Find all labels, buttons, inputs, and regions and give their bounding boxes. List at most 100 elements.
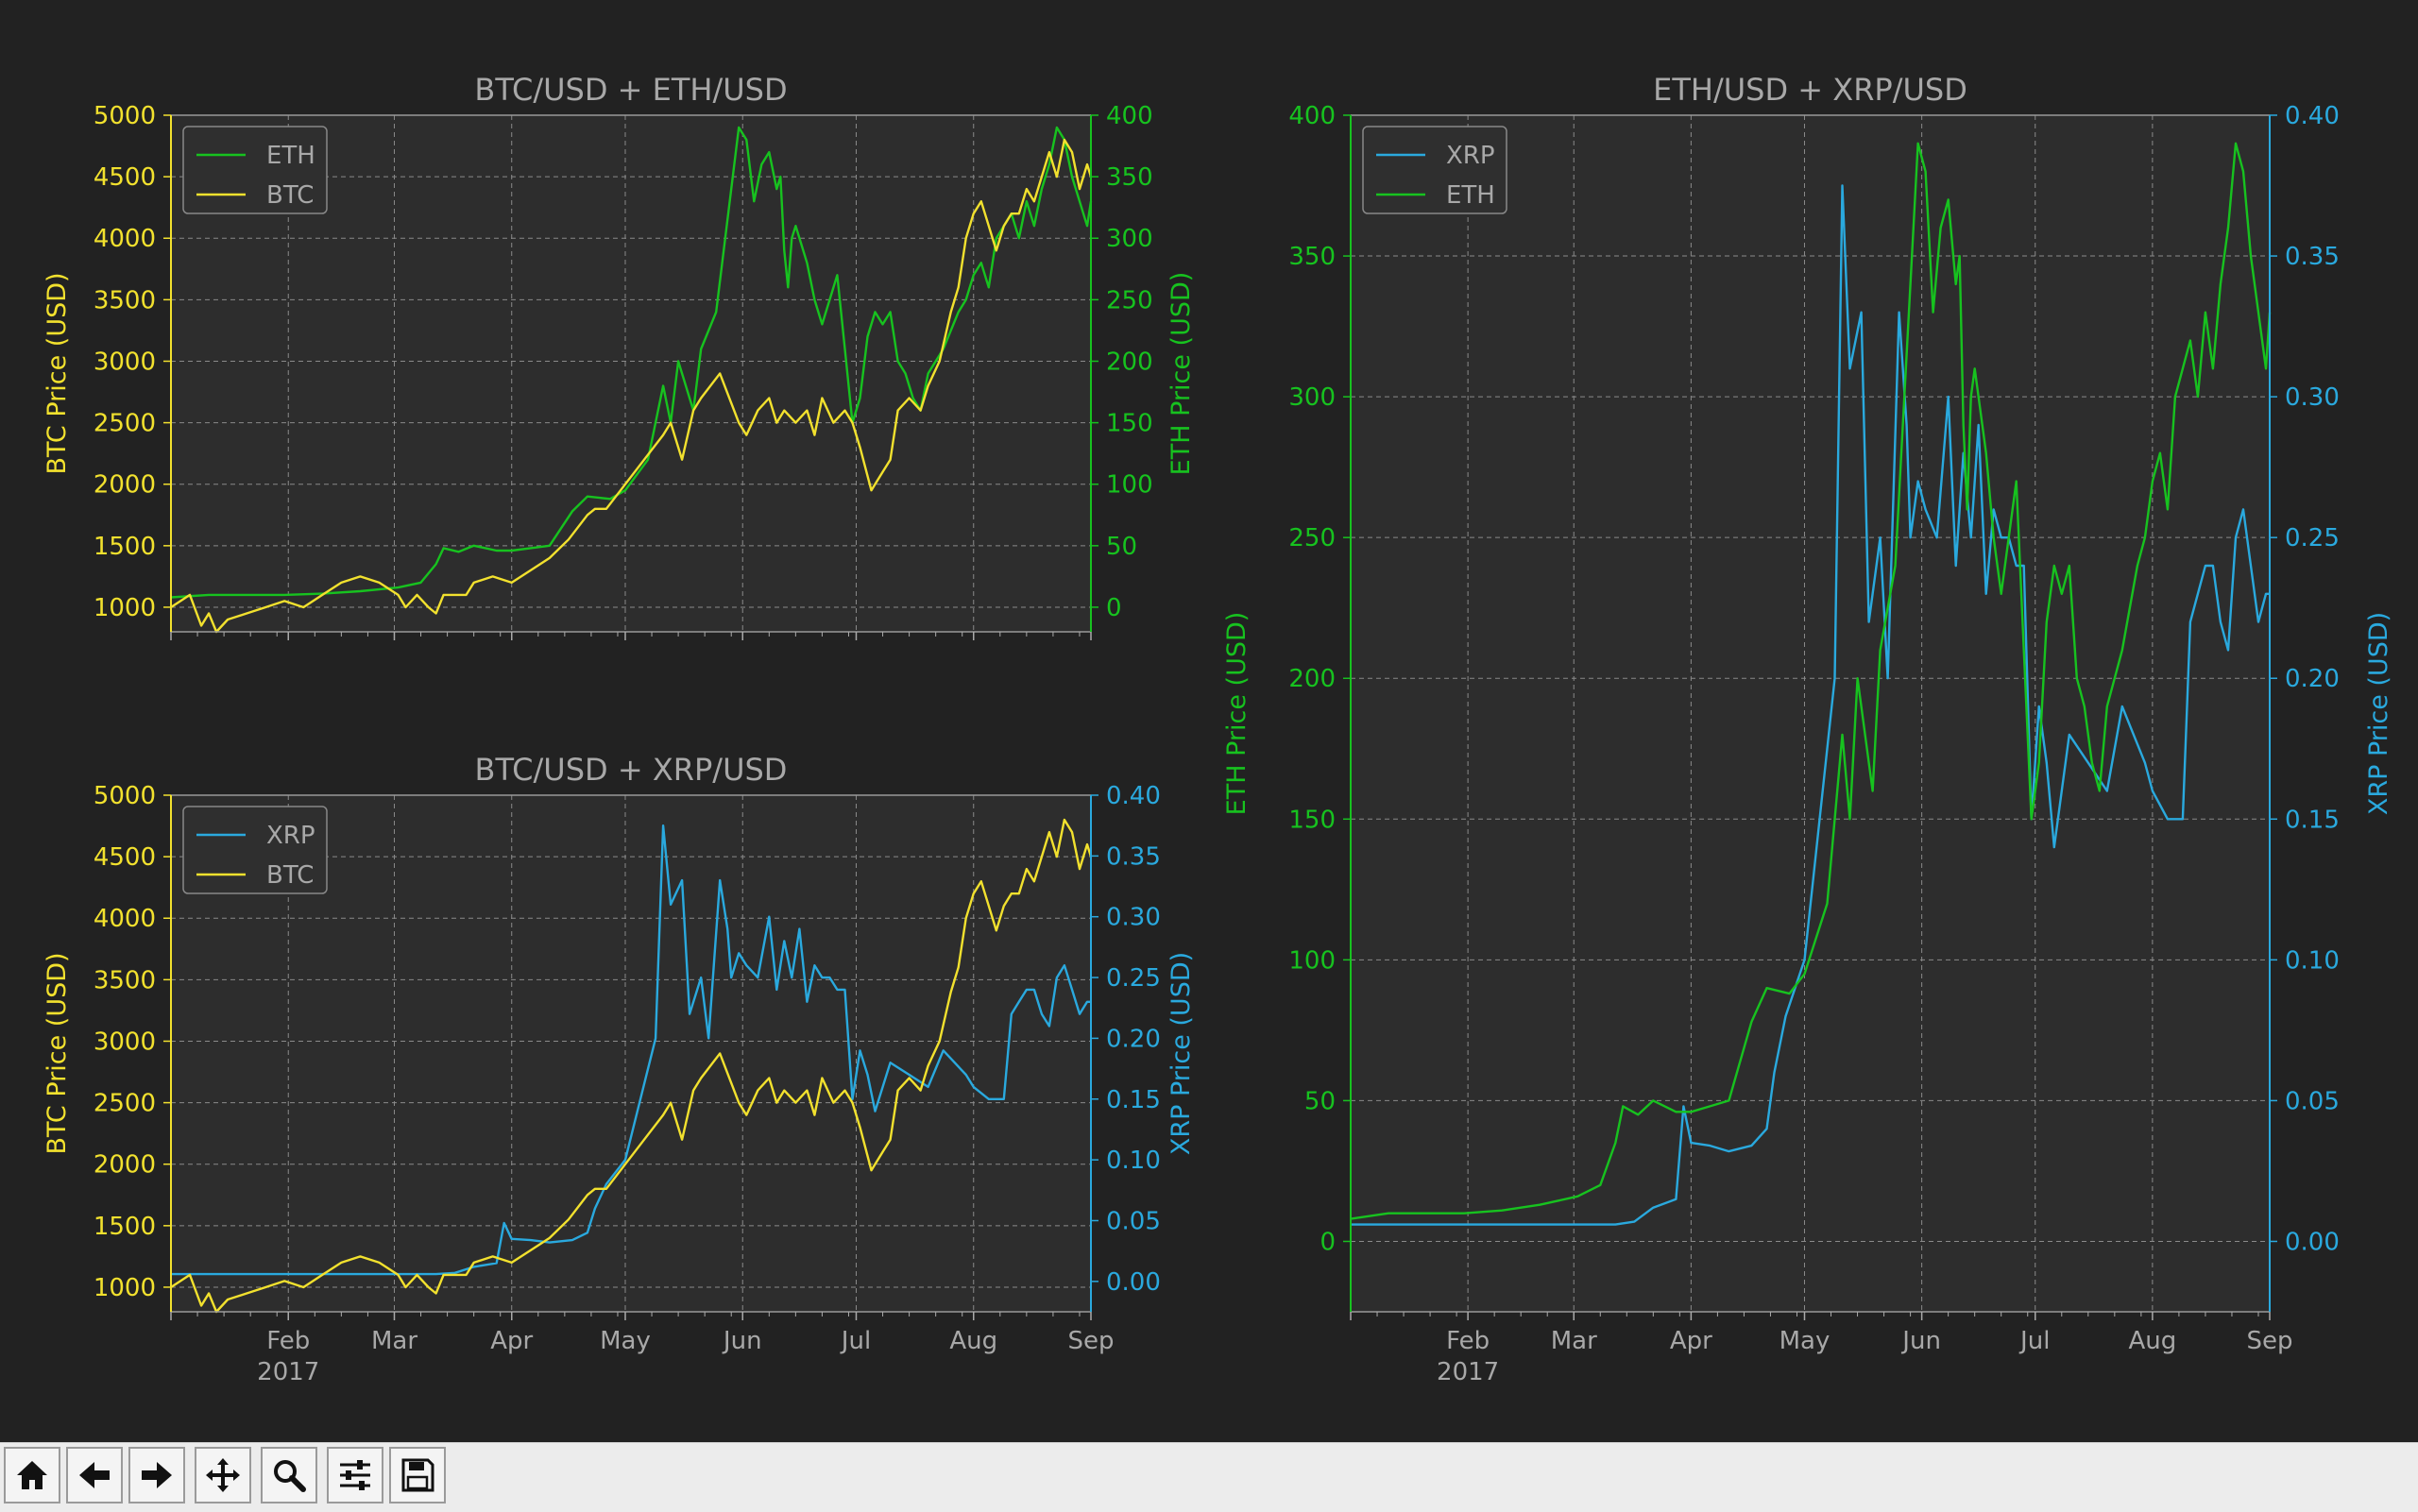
legend-label-eth: ETH: [266, 142, 315, 170]
ytick-left-label: 5000: [94, 102, 156, 130]
y-axis-label-left: ETH Price (USD): [1222, 612, 1252, 816]
xtick-label: Sep: [1067, 1327, 1114, 1355]
series-line-btc: [170, 818, 1093, 1314]
xtick-label: Mar: [371, 1327, 417, 1355]
ytick-left-label: 4500: [94, 843, 156, 872]
ytick-left-label: 3500: [94, 966, 156, 994]
ytick-right-label: 0.35: [2285, 243, 2340, 271]
ytick-right-label: 0.05: [1106, 1207, 1161, 1235]
move-icon: [206, 1458, 240, 1492]
arrow-right-icon: [142, 1462, 172, 1488]
xtick-label: Aug: [949, 1327, 997, 1355]
ytick-left-label: 1000: [94, 594, 156, 622]
ytick-left-label: 50: [1304, 1087, 1336, 1115]
ytick-right-label: 0.00: [1106, 1268, 1161, 1297]
xtick-label: Jun: [1900, 1327, 1941, 1355]
chart-title: BTC/USD + XRP/USD: [475, 752, 788, 788]
y-axis-label-left: BTC Price (USD): [43, 952, 72, 1154]
plot-area: [1351, 115, 2270, 1312]
ytick-right-label: 250: [1106, 286, 1153, 314]
ytick-left-label: 3000: [94, 1028, 156, 1056]
series-line-eth: [1350, 142, 2272, 1220]
legend-label-eth: ETH: [1446, 181, 1495, 210]
ytick-left-label: 4000: [94, 905, 156, 933]
save-button[interactable]: [389, 1447, 446, 1504]
ytick-left-label: 1500: [94, 533, 156, 561]
ytick-left-label: 4000: [94, 225, 156, 253]
ytick-right-label: 150: [1106, 410, 1153, 438]
ytick-left-label: 150: [1288, 806, 1336, 834]
ytick-left-label: 2000: [94, 1151, 156, 1180]
xtick-label: May: [1779, 1327, 1831, 1355]
ytick-left-label: 4500: [94, 163, 156, 192]
xtick-label: Sep: [2246, 1327, 2292, 1355]
navigation-toolbar: [0, 1442, 2418, 1512]
ytick-right-label: 0.30: [1106, 904, 1161, 932]
ytick-left-label: 0: [1320, 1228, 1336, 1256]
ytick-right-label: 0.30: [2285, 383, 2340, 412]
legend-box: [182, 806, 328, 894]
legend-label-xrp: XRP: [266, 822, 315, 850]
legend: XRP BTC: [182, 806, 328, 894]
legend-box: [182, 126, 328, 214]
ytick-right-label: 0.35: [1106, 842, 1161, 871]
ytick-right-label: 0.15: [2285, 806, 2340, 834]
save-icon: [401, 1458, 434, 1492]
ytick-left-label: 100: [1288, 946, 1336, 975]
pan-button[interactable]: [195, 1447, 251, 1504]
xtick-label: Aug: [2128, 1327, 2176, 1355]
ytick-left-label: 1500: [94, 1213, 156, 1241]
ytick-left-label: 2500: [94, 410, 156, 438]
subplot-1: 1000 1500 2000 2500 3000 3500 4000 4500 5000 0 50 1…: [43, 72, 1196, 640]
forward-button[interactable]: [128, 1447, 185, 1504]
legend-label-btc: BTC: [266, 861, 314, 890]
subplot-3: 0 50 100 150 200 250 300 350 400 0.00 0.05 0.10 0.15…: [1222, 72, 2393, 1386]
xtick-year-label: 2017: [257, 1358, 319, 1386]
y-axis-label-right: XRP Price (USD): [1166, 952, 1196, 1155]
ytick-right-label: 0.20: [2285, 665, 2340, 693]
xtick-label: Feb: [1446, 1327, 1490, 1355]
configure-subplots-button[interactable]: [327, 1447, 383, 1504]
series-line-xrp: [171, 824, 1091, 1276]
ytick-left-label: 3000: [94, 348, 156, 376]
ytick-right-label: 0.25: [2285, 524, 2340, 552]
ytick-right-label: 100: [1106, 471, 1153, 500]
ytick-left-label: 200: [1288, 665, 1336, 693]
ytick-right-label: 50: [1106, 533, 1137, 561]
ytick-right-label: 0: [1106, 594, 1122, 622]
legend-label-xrp: XRP: [1446, 142, 1495, 170]
back-button[interactable]: [66, 1447, 123, 1504]
xtick-label: Jul: [2018, 1327, 2050, 1355]
ytick-right-label: 0.00: [2285, 1228, 2340, 1256]
home-button[interactable]: [4, 1447, 60, 1504]
legend-label-btc: BTC: [266, 181, 314, 210]
series-line-btc: [170, 138, 1093, 634]
y-axis-label-right: ETH Price (USD): [1166, 272, 1196, 476]
zoom-button[interactable]: [261, 1447, 317, 1504]
ytick-right-label: 0.20: [1106, 1025, 1161, 1053]
magnifier-icon: [274, 1460, 306, 1492]
y-axis-label-right: XRP Price (USD): [2364, 612, 2393, 815]
ytick-right-label: 200: [1106, 348, 1153, 376]
ytick-right-label: 0.10: [1106, 1147, 1161, 1175]
series-line-eth: [170, 126, 1093, 599]
ytick-right-label: 350: [1106, 163, 1153, 192]
ytick-left-label: 300: [1288, 383, 1336, 412]
xtick-label: Jul: [840, 1327, 871, 1355]
xtick-label: Mar: [1551, 1327, 1597, 1355]
subplot-2: 1000 1500 2000 2500 3000 3500 4000 4500 5000 0.00…: [43, 752, 1196, 1386]
ytick-left-label: 5000: [94, 782, 156, 810]
sliders-icon: [340, 1460, 370, 1490]
ytick-right-label: 0.10: [2285, 946, 2340, 975]
xtick-label: Jun: [722, 1327, 762, 1355]
ytick-left-label: 350: [1288, 243, 1336, 271]
y-axis-label-left: BTC Price (USD): [43, 272, 72, 474]
xtick-label: Apr: [1670, 1327, 1712, 1355]
legend: ETH BTC: [182, 126, 328, 214]
ytick-left-label: 3500: [94, 286, 156, 314]
ytick-right-label: 0.40: [2285, 102, 2340, 130]
ytick-right-label: 300: [1106, 225, 1153, 253]
ytick-left-label: 2000: [94, 471, 156, 500]
figure-canvas: 1000150020002500300035004000450050000501…: [43, 72, 2393, 1386]
ytick-left-label: 400: [1288, 102, 1336, 130]
